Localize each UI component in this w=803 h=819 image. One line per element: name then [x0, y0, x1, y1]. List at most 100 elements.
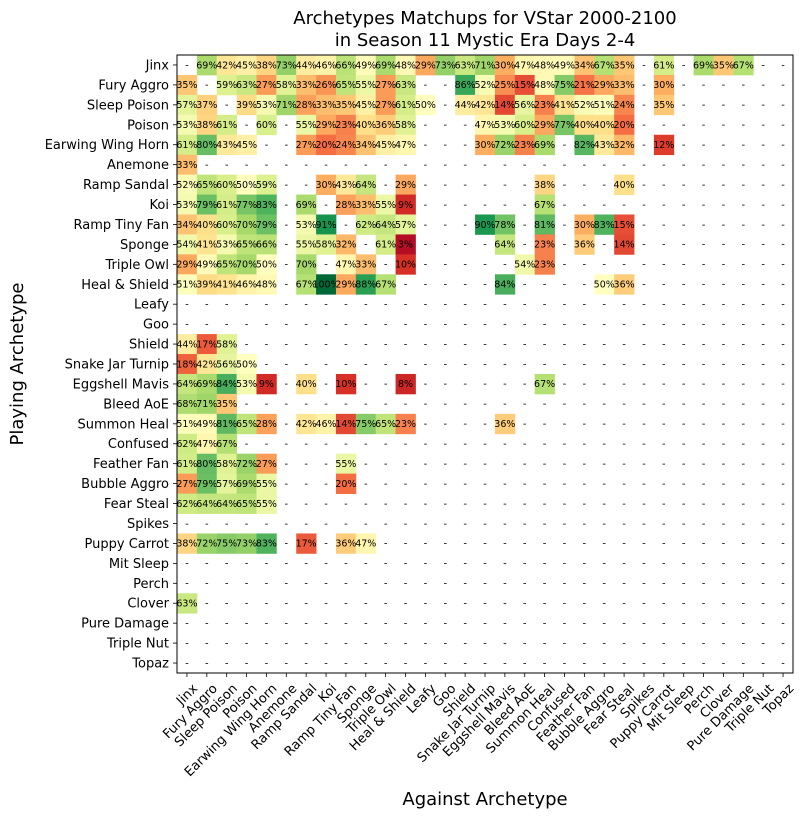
cell-value-label: 83% — [594, 220, 615, 231]
cell-empty-label: - — [364, 618, 368, 629]
cell-empty-label: - — [483, 499, 487, 510]
heatmap-cell — [494, 274, 516, 295]
heatmap-cell — [514, 254, 536, 275]
cell-empty-label: - — [622, 599, 626, 610]
y-tick-label: Triple Owl — [105, 258, 169, 273]
heatmap-cell — [216, 473, 238, 494]
cell-empty-label: - — [503, 658, 507, 669]
cell-value-label: 75% — [216, 539, 237, 550]
heatmap-cell — [514, 94, 536, 116]
cell-empty-label: - — [642, 339, 646, 350]
heatmap-cell — [375, 74, 396, 96]
heatmap-cell — [534, 214, 555, 235]
cell-empty-label: - — [722, 439, 726, 450]
cell-empty-label: - — [642, 599, 646, 610]
heatmap-cell — [475, 114, 496, 136]
cell-empty-label: - — [503, 479, 507, 490]
heatmap-cell — [653, 74, 675, 96]
cell-empty-label: - — [424, 559, 428, 570]
cell-empty-label: - — [364, 459, 368, 470]
cell-empty-label: - — [463, 240, 467, 251]
cell-empty-label: - — [424, 539, 428, 550]
heatmap-cell — [693, 55, 714, 76]
heatmap-cell — [256, 74, 277, 96]
cell-value-label: 59% — [216, 80, 237, 91]
cell-empty-label: - — [463, 180, 467, 191]
heatmap-cell — [196, 234, 218, 255]
cell-value-label: 73% — [276, 60, 297, 71]
cell-empty-label: - — [225, 519, 229, 530]
cell-empty-label: - — [622, 618, 626, 629]
cell-empty-label: - — [523, 559, 527, 570]
cell-empty-label: - — [761, 579, 765, 590]
cell-empty-label: - — [424, 280, 428, 291]
cell-value-label: 35% — [216, 399, 237, 410]
cell-empty-label: - — [602, 439, 606, 450]
cell-empty-label: - — [483, 339, 487, 350]
cell-value-label: 14% — [335, 419, 356, 430]
cell-empty-label: - — [483, 299, 487, 310]
cell-empty-label: - — [583, 280, 587, 291]
heatmap-cell — [256, 473, 277, 494]
y-tick-label: Bleed AoE — [103, 397, 169, 412]
cell-value-label: 27% — [256, 80, 277, 91]
cell-empty-label: - — [761, 260, 765, 271]
cell-value-label: 67% — [534, 379, 555, 390]
chart-title: Archetypes Matchups for VStar 2000-2100 — [293, 8, 676, 29]
cell-empty-label: - — [662, 439, 666, 450]
cell-value-label: 51% — [176, 280, 197, 291]
heatmap-cell — [196, 493, 218, 514]
cell-empty-label: - — [742, 519, 746, 530]
cell-empty-label: - — [503, 399, 507, 410]
cell-empty-label: - — [682, 499, 686, 510]
cell-empty-label: - — [424, 359, 428, 370]
heatmap-cell — [713, 55, 734, 76]
cell-empty-label: - — [702, 100, 706, 111]
cell-empty-label: - — [742, 339, 746, 350]
heatmap-cell — [236, 134, 257, 156]
cell-empty-label: - — [742, 299, 746, 310]
chart-subtitle: in Season 11 Mystic Era Days 2-4 — [335, 30, 636, 51]
cell-value-label: 51% — [176, 419, 197, 430]
cell-empty-label: - — [384, 359, 388, 370]
cell-empty-label: - — [284, 479, 288, 490]
cell-empty-label: - — [304, 559, 308, 570]
heatmap-cell — [475, 214, 496, 235]
cell-empty-label: - — [245, 339, 249, 350]
cell-empty-label: - — [543, 499, 547, 510]
y-tick-label: Puppy Carrot — [85, 537, 169, 552]
cell-empty-label: - — [583, 260, 587, 271]
heatmap-cell — [355, 74, 377, 96]
cell-value-label: 38% — [196, 120, 217, 131]
cell-empty-label: - — [344, 339, 348, 350]
heatmap-cell — [276, 94, 297, 116]
heatmap-cell — [177, 393, 198, 415]
cell-empty-label: - — [781, 479, 785, 490]
cell-value-label: 3% — [398, 240, 413, 251]
cell-value-label: 58% — [276, 80, 297, 91]
heatmap-cell — [395, 134, 416, 156]
heatmap-cell — [534, 174, 555, 195]
cell-empty-label: - — [245, 618, 249, 629]
cell-empty-label: - — [543, 658, 547, 669]
cell-value-label: 65% — [335, 80, 356, 91]
heatmap-cell — [415, 94, 436, 116]
cell-value-label: 29% — [395, 180, 416, 191]
cell-empty-label: - — [404, 519, 408, 530]
cell-empty-label: - — [384, 459, 388, 470]
cell-value-label: 28% — [335, 200, 356, 211]
heatmap-cell — [177, 174, 198, 195]
cell-value-label: 43% — [216, 140, 237, 151]
cell-empty-label: - — [523, 439, 527, 450]
cell-empty-label: - — [722, 240, 726, 251]
cell-value-label: 65% — [236, 499, 257, 510]
cell-empty-label: - — [443, 359, 447, 370]
cell-empty-label: - — [583, 319, 587, 330]
cell-empty-label: - — [563, 638, 567, 649]
heatmap-cell — [395, 94, 416, 116]
cell-empty-label: - — [324, 339, 328, 350]
cell-empty-label: - — [225, 160, 229, 171]
cell-value-label: 30% — [574, 220, 595, 231]
cell-value-label: 69% — [196, 379, 217, 390]
cell-value-label: 35% — [713, 60, 734, 71]
